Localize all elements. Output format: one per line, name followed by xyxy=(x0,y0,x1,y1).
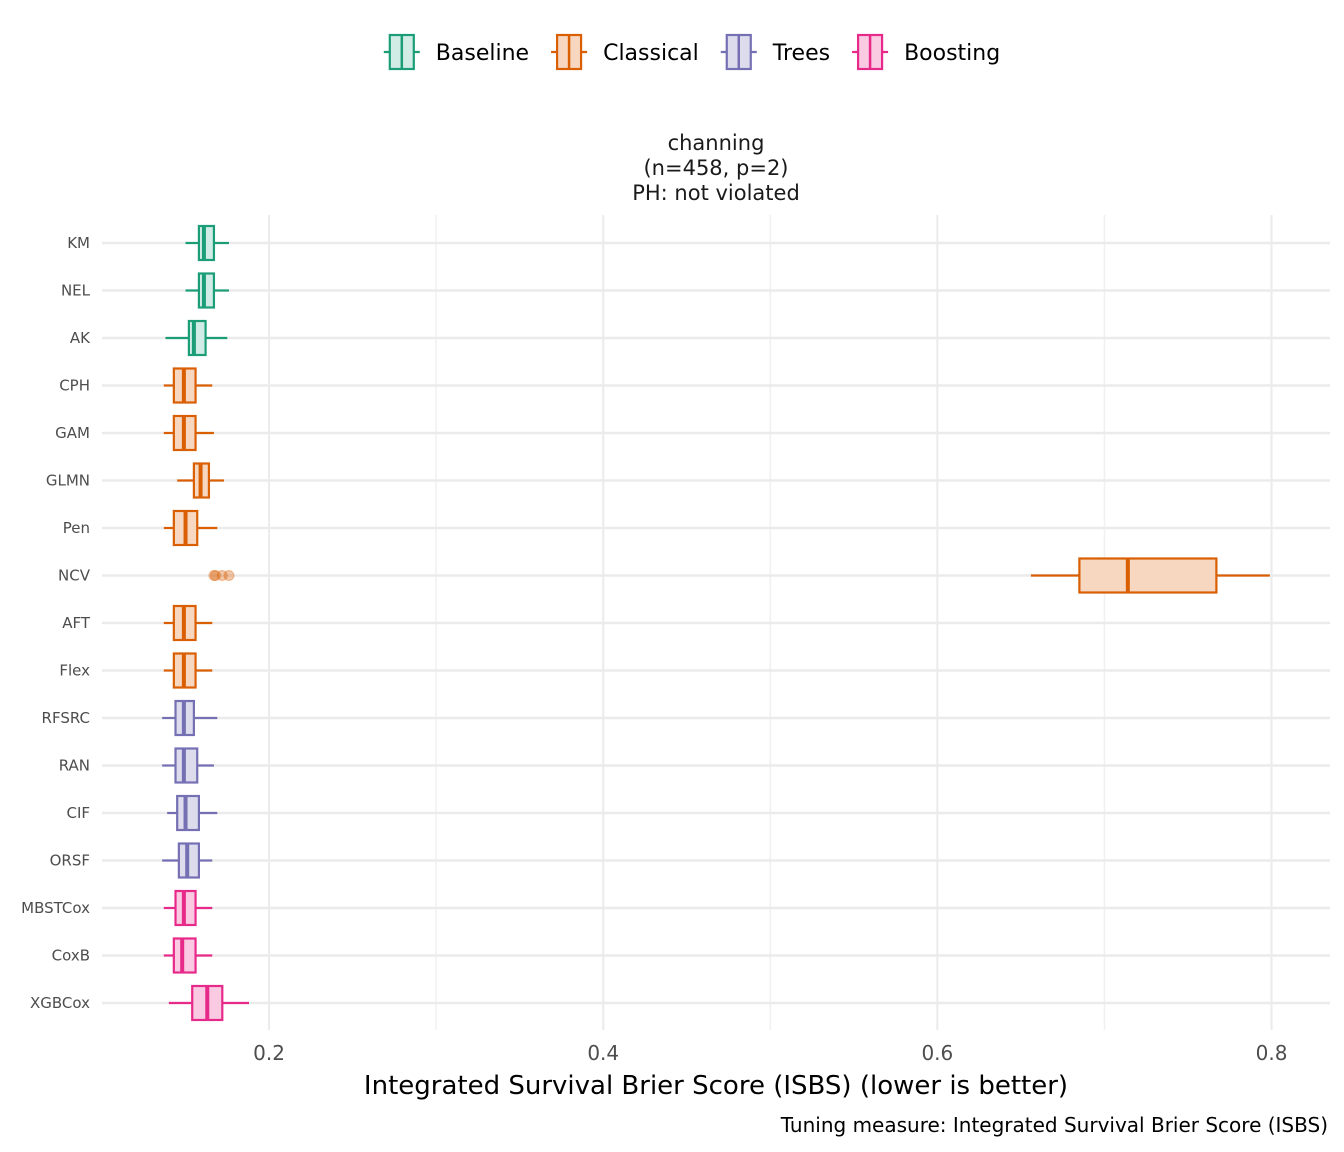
box-aft xyxy=(163,604,213,642)
box-cif xyxy=(167,794,218,832)
x-tick-label: 0.6 xyxy=(921,1041,953,1065)
box-body xyxy=(174,747,199,784)
x-tick-label: 0.2 xyxy=(253,1041,285,1065)
box-rfsrc xyxy=(162,699,218,737)
legend-label: Baseline xyxy=(436,41,529,66)
box-body xyxy=(172,937,197,974)
box-body xyxy=(197,224,216,262)
box-xgbcox xyxy=(168,984,250,1022)
legend-label: Trees xyxy=(772,41,830,66)
box-body xyxy=(176,794,201,832)
box-mbstcox xyxy=(163,889,213,927)
y-tick-label: CIF xyxy=(66,804,90,822)
box-body xyxy=(1078,557,1218,594)
box-glmn xyxy=(177,462,224,499)
box-body xyxy=(187,319,207,357)
y-tick-label: NCV xyxy=(58,567,91,585)
outlier-point xyxy=(216,570,228,581)
box-ran xyxy=(162,747,214,784)
y-tick-label: AFT xyxy=(62,614,91,632)
title-line-2: (n=458, p=2) xyxy=(643,156,788,180)
legend-item-trees: Trees xyxy=(720,33,830,71)
y-tick-label: XGBCox xyxy=(30,994,90,1012)
grid xyxy=(102,215,1330,1030)
x-axis-labels: 0.2 0.4 0.6 0.8 xyxy=(253,1041,1287,1065)
outlier-point xyxy=(208,570,220,581)
y-tick-label: NEL xyxy=(61,282,91,300)
caption: Tuning measure: Integrated Survival Brie… xyxy=(780,1113,1328,1137)
legend-item-classical: Classical xyxy=(551,33,699,71)
box-km xyxy=(185,224,229,262)
box-gam xyxy=(163,414,214,452)
box-nel xyxy=(185,272,229,309)
y-tick-label: CoxB xyxy=(52,947,90,965)
chart-title: channing (n=458, p=2) PH: not violated xyxy=(632,131,800,205)
y-tick-label: MBSTCox xyxy=(21,899,90,917)
outlier-point xyxy=(210,570,222,581)
x-tick-label: 0.8 xyxy=(1256,1041,1288,1065)
y-tick-label: KM xyxy=(67,234,90,252)
box-orsf xyxy=(162,842,213,879)
legend-label: Boosting xyxy=(904,41,1000,66)
y-tick-label: CPH xyxy=(59,377,90,395)
title-line-1: channing xyxy=(668,131,765,155)
y-tick-label: GLMN xyxy=(46,472,90,490)
box-body xyxy=(197,272,216,309)
box-ak xyxy=(165,319,228,357)
y-tick-label: Flex xyxy=(59,662,90,680)
legend-label: Classical xyxy=(603,41,699,66)
box-coxb xyxy=(163,937,213,974)
box-cph xyxy=(163,367,213,404)
title-line-3: PH: not violated xyxy=(632,181,800,205)
y-tick-label: RFSRC xyxy=(42,709,90,727)
y-tick-label: RAN xyxy=(59,757,90,775)
box-flex xyxy=(163,652,213,689)
outlier-point xyxy=(223,570,235,581)
y-tick-label: GAM xyxy=(55,424,90,442)
legend-item-boosting: Boosting xyxy=(852,33,1000,71)
y-tick-label: Pen xyxy=(63,519,90,537)
y-axis-labels: KM NEL AK CPH GAM GLMN Pen NCV AFT Flex RFSRC RAN CI… xyxy=(21,234,91,1012)
boxplots xyxy=(162,224,1270,1022)
box-ncv xyxy=(208,557,1270,594)
y-tick-label: ORSF xyxy=(50,852,90,870)
x-tick-label: 0.4 xyxy=(587,1041,619,1065)
legend: Baseline Classical Trees Boosting xyxy=(383,33,1000,71)
x-axis-title: Integrated Survival Brier Score (ISBS) (… xyxy=(364,1071,1068,1101)
legend-item-baseline: Baseline xyxy=(383,33,529,71)
box-pen xyxy=(163,509,218,547)
y-tick-label: AK xyxy=(70,329,91,347)
